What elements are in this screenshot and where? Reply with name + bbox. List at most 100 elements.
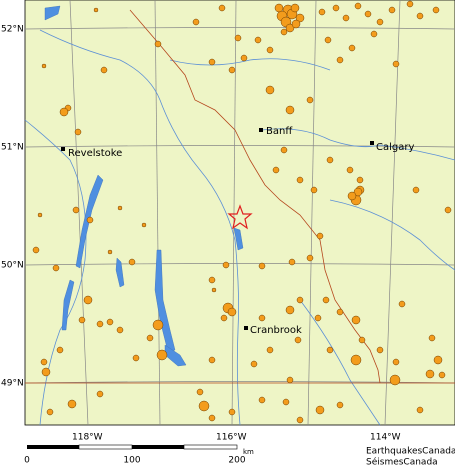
epicenter-star	[227, 204, 253, 230]
earthquake	[96, 390, 104, 398]
earthquake	[358, 336, 366, 344]
earthquake	[370, 30, 378, 38]
earthquake	[406, 0, 414, 8]
earthquake	[67, 399, 77, 409]
earthquake	[285, 105, 295, 115]
earthquake	[211, 287, 217, 293]
lake	[233, 227, 244, 251]
earthquake	[433, 355, 443, 365]
earthquake	[347, 191, 357, 201]
earthquake	[425, 369, 435, 379]
earthquake	[265, 85, 275, 95]
earthquake	[324, 36, 332, 44]
earthquake	[294, 336, 302, 344]
earthquake	[416, 12, 424, 20]
earthquake	[258, 262, 266, 270]
earthquake	[428, 334, 436, 342]
earthquake	[296, 416, 304, 424]
earthquake	[416, 406, 424, 414]
credit: EarthquakesCanada	[366, 447, 455, 457]
earthquake	[240, 54, 248, 62]
earthquake	[227, 307, 237, 317]
lake	[154, 249, 176, 353]
earthquake	[228, 408, 236, 416]
earthquake	[222, 261, 230, 269]
earthquake	[37, 212, 43, 218]
earthquake	[412, 186, 420, 194]
earthquake	[93, 7, 99, 13]
earthquake	[296, 176, 304, 184]
lake	[61, 279, 75, 331]
earthquake	[314, 314, 322, 322]
graticule	[24, 0, 455, 426]
earthquake	[220, 314, 228, 322]
river	[299, 299, 381, 426]
earthquake	[198, 400, 210, 412]
earthquake	[315, 405, 325, 415]
earthquake	[432, 6, 440, 14]
earthquake	[234, 34, 242, 42]
rivers	[24, 29, 455, 426]
meridian	[384, 0, 401, 426]
earthquake	[285, 23, 295, 33]
lake	[115, 257, 125, 288]
earthquake	[86, 216, 94, 224]
earthquake	[56, 346, 64, 354]
earthquake	[354, 2, 362, 10]
meridian	[69, 0, 89, 426]
earthquake	[285, 305, 295, 315]
earthquake	[306, 254, 314, 262]
latitude-label: 51°N	[1, 143, 24, 153]
scale-segment	[132, 445, 184, 449]
earthquake	[196, 388, 204, 396]
earthquake	[350, 354, 362, 366]
earthquake	[332, 4, 340, 12]
meridian	[231, 0, 237, 426]
map-area	[24, 0, 455, 426]
earthquake	[52, 264, 60, 272]
earthquake	[266, 346, 274, 354]
earthquake	[266, 46, 274, 54]
city-label: Revelstoke	[68, 148, 122, 159]
earthquake	[376, 18, 384, 26]
scale-label: 200	[228, 456, 245, 466]
earthquake	[100, 66, 108, 74]
river	[39, 29, 241, 426]
earthquake	[322, 296, 330, 304]
scale-bar: 0 100 200 km	[24, 444, 254, 466]
earthquake	[326, 156, 334, 164]
earthquake	[32, 246, 40, 254]
earthquake	[107, 249, 113, 255]
earthquake	[351, 315, 361, 325]
scale-segment	[183, 444, 238, 450]
earthquake	[280, 28, 288, 36]
earthquake	[356, 176, 364, 184]
scale-unit: km	[243, 448, 254, 456]
credit: SéismesCanada	[366, 457, 438, 467]
earthquake	[59, 107, 69, 117]
earthquake	[296, 296, 304, 304]
earthquake	[96, 320, 104, 328]
earthquake	[392, 358, 400, 366]
earthquake	[318, 8, 326, 16]
parallel	[24, 27, 455, 30]
earthquake	[336, 56, 344, 64]
earthquake	[389, 374, 401, 386]
earthquake	[364, 10, 372, 18]
earthquake	[208, 276, 216, 284]
lake	[75, 174, 104, 269]
river	[24, 119, 87, 426]
earthquake	[83, 295, 93, 305]
earthquake	[41, 63, 47, 69]
earthquake	[398, 300, 406, 308]
earthquake	[392, 60, 400, 68]
earthquake	[272, 166, 280, 174]
earthquake	[280, 146, 288, 154]
earthquake	[376, 346, 384, 354]
earthquake	[258, 314, 266, 322]
earthquake	[141, 222, 147, 228]
city-marker	[244, 326, 248, 330]
earthquake	[106, 318, 114, 326]
earthquake	[342, 14, 350, 22]
lakes	[44, 5, 244, 367]
